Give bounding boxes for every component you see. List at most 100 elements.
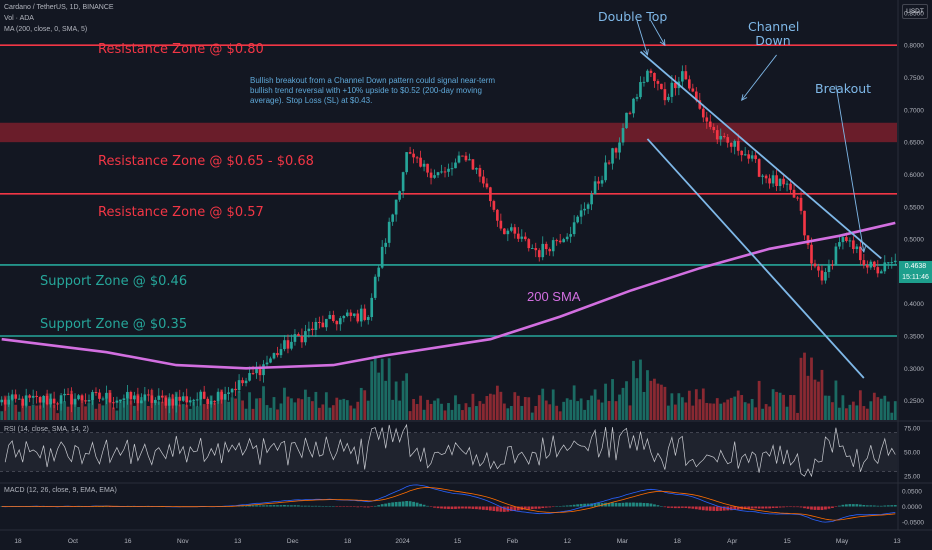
volume-bar <box>227 401 231 420</box>
candle-body <box>157 395 161 400</box>
last-price-value: 0.4638 <box>904 263 927 270</box>
volume-bar <box>401 380 405 420</box>
candle-body <box>300 336 304 343</box>
macd-histogram-bar <box>433 506 436 508</box>
time-tick-label: 18 <box>674 538 682 545</box>
candle-body <box>248 373 251 381</box>
macd-histogram-bar <box>265 505 269 507</box>
volume-bar <box>7 395 11 420</box>
candle-body <box>824 272 827 281</box>
macd-histogram-bar <box>855 504 859 507</box>
candle-body <box>199 391 203 400</box>
candle-body <box>635 97 639 99</box>
volume-bar <box>862 406 866 420</box>
volume-bar <box>310 401 314 420</box>
time-tick-label: Mar <box>617 538 629 545</box>
macd-histogram-bar <box>495 506 499 512</box>
volume-bar <box>743 402 747 420</box>
volume-bar <box>502 403 506 420</box>
breakout-label: Breakout <box>815 81 872 96</box>
volume-bar <box>146 406 150 420</box>
candle-body <box>188 400 192 403</box>
macd-histogram-bar <box>317 505 321 507</box>
price-tick-label: 0.3000 <box>904 366 924 373</box>
candle-body <box>293 334 297 342</box>
macd-histogram-bar <box>562 505 566 507</box>
volume-bar <box>286 396 290 420</box>
volume-bar <box>893 401 897 420</box>
candle-body <box>810 244 813 264</box>
macd-histogram-bar <box>450 506 454 510</box>
volume-bar <box>366 400 370 420</box>
macd-histogram-bar <box>349 506 353 507</box>
candle-body <box>283 340 286 350</box>
macd-histogram-bar <box>827 506 831 509</box>
candle-body <box>59 395 63 404</box>
volume-bar <box>872 392 876 420</box>
candle-body <box>876 267 880 274</box>
price-tick-label: 0.5000 <box>904 237 924 244</box>
volume-bar <box>216 392 220 420</box>
volume-bar <box>653 378 656 420</box>
candle-body <box>761 175 764 177</box>
macd-histogram-bar <box>377 505 381 507</box>
candle-body <box>523 236 527 240</box>
volume-bar <box>112 407 115 420</box>
macd-histogram-bar <box>471 506 475 509</box>
macd-tick-label: 0.0000 <box>902 504 922 511</box>
candle-body <box>607 162 611 164</box>
volume-bar <box>694 389 698 420</box>
candle-body <box>56 403 59 405</box>
macd-histogram-bar <box>736 506 740 510</box>
macd-histogram-bar <box>656 505 660 507</box>
macd-histogram-bar <box>394 501 398 507</box>
double-top-label: Double Top <box>598 9 668 24</box>
candle-body <box>862 260 866 266</box>
candle-body <box>471 159 475 170</box>
macd-histogram-bar <box>262 505 265 507</box>
rsi-band <box>0 432 897 472</box>
macd-histogram-bar <box>789 506 792 508</box>
macd-histogram-bar <box>817 506 820 510</box>
candle-body <box>209 400 213 405</box>
macd-histogram-bar <box>356 506 360 508</box>
volume-bar <box>436 398 440 420</box>
macd-histogram-bar <box>646 503 649 507</box>
volume-bar <box>488 393 492 420</box>
volume-bar <box>265 405 269 420</box>
currency-button[interactable]: USDT <box>902 4 928 19</box>
volume-bar <box>91 394 94 420</box>
macd-histogram-bar <box>244 505 248 507</box>
macd-histogram-bar <box>680 506 684 508</box>
rsi-tick-label: 25.00 <box>904 474 921 481</box>
price-tick-label: 0.2500 <box>904 398 924 405</box>
candle-body <box>241 380 244 384</box>
candle-body <box>890 262 894 264</box>
volume-bar <box>244 408 248 420</box>
candle-body <box>426 163 429 173</box>
volume-bar <box>611 379 614 420</box>
volume-bar <box>293 402 297 420</box>
volume-bar <box>52 404 56 420</box>
macd-histogram-bar <box>579 503 583 507</box>
macd-histogram-bar <box>272 505 276 507</box>
volume-bar <box>799 357 803 420</box>
macd-tick-label: -0.0500 <box>902 519 924 526</box>
candle-body <box>14 394 18 399</box>
candle-body <box>345 312 349 316</box>
candle-body <box>468 159 471 161</box>
candle-body <box>129 391 133 400</box>
volume-bar <box>297 398 300 420</box>
volume-bar <box>115 410 119 420</box>
macd-histogram-bar <box>670 506 674 508</box>
candle-body <box>820 270 824 281</box>
candle-body <box>136 395 140 404</box>
macd-histogram-bar <box>705 506 709 511</box>
candle-body <box>674 82 677 89</box>
candle-body <box>729 142 733 147</box>
volume-bar <box>572 385 576 420</box>
candle-body <box>562 239 566 243</box>
macd-histogram-bar <box>293 505 297 507</box>
candle-body <box>757 159 761 177</box>
volume-bar <box>576 401 580 420</box>
